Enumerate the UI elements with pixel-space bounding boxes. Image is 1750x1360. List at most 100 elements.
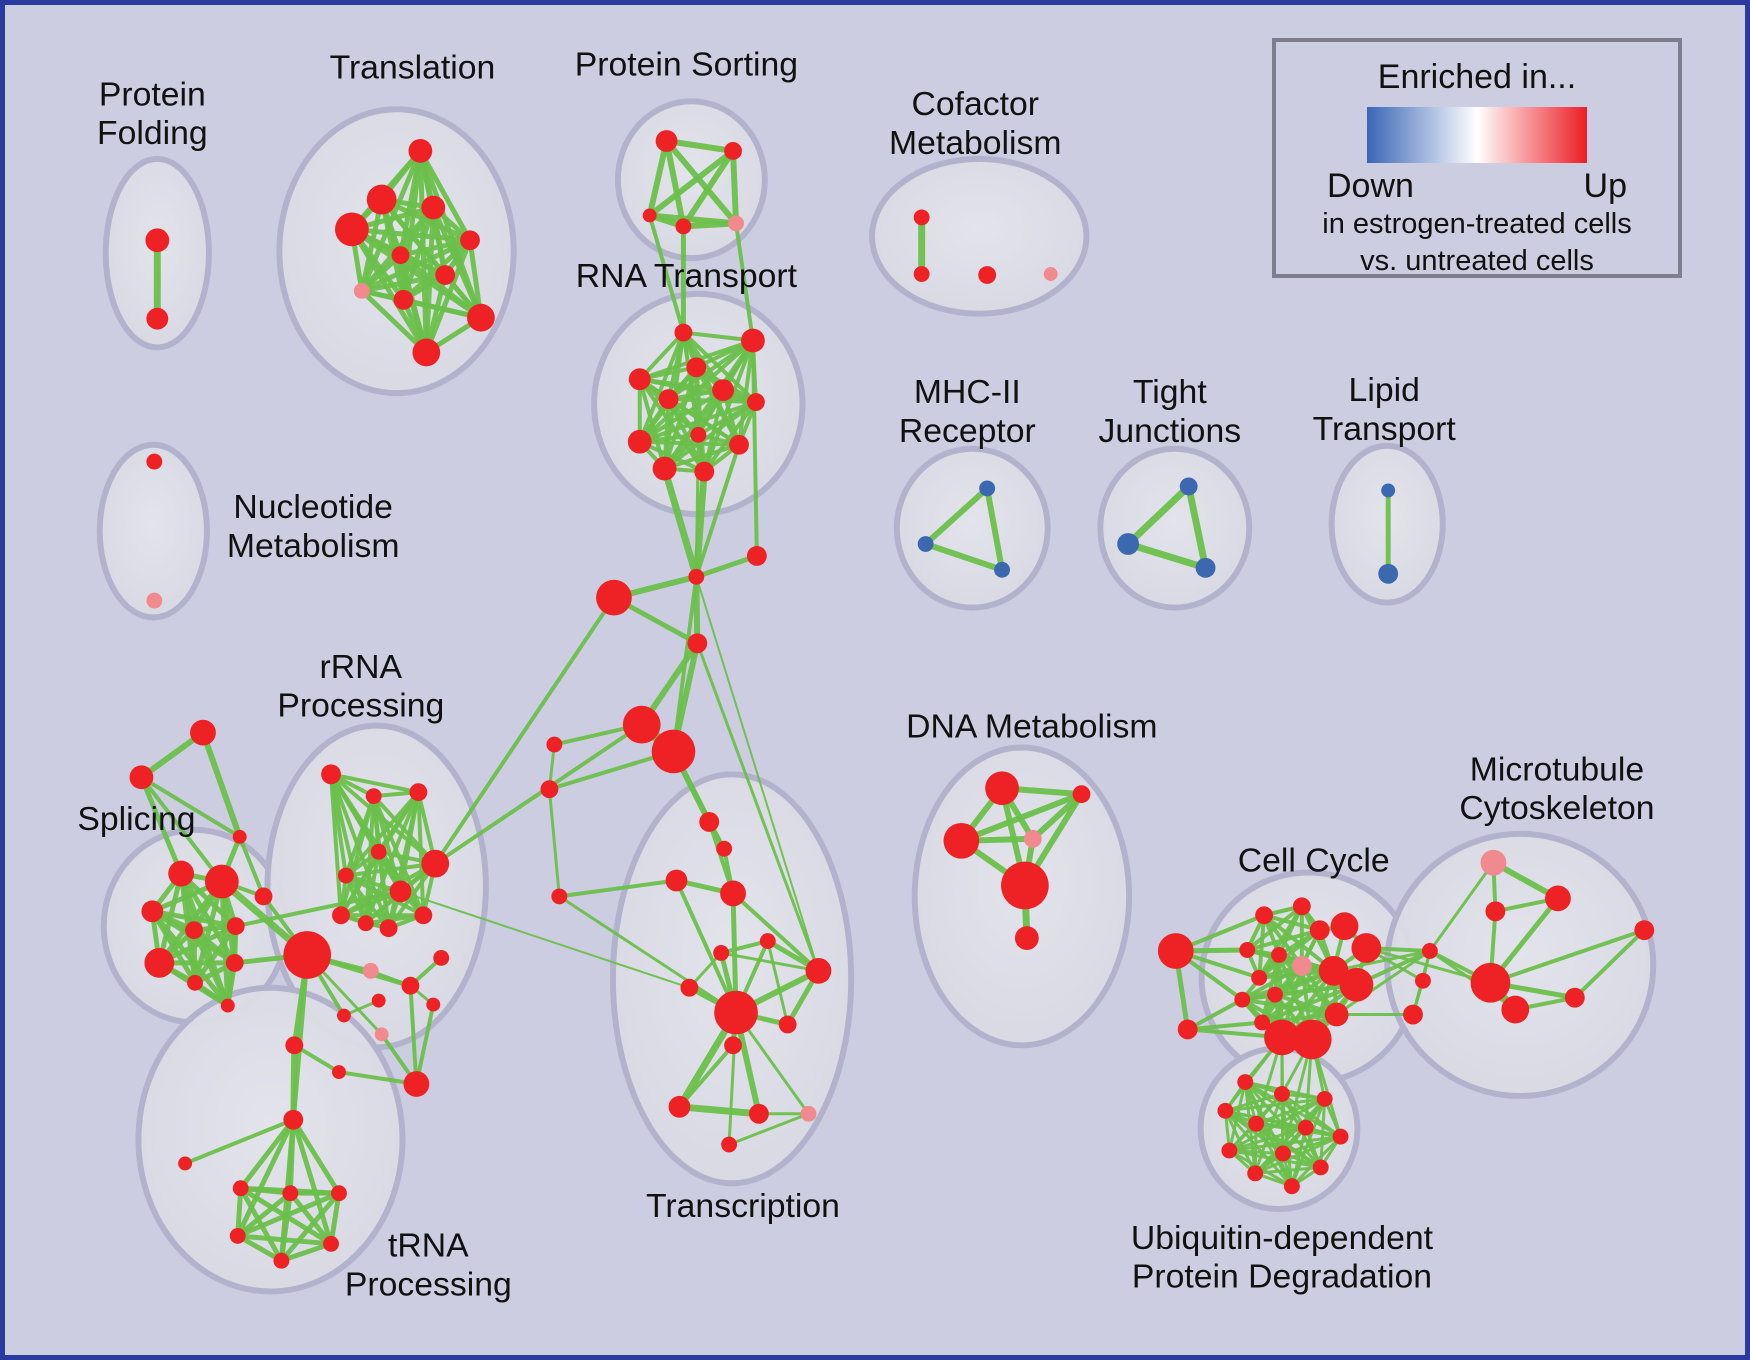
edge bbox=[1290, 1097, 1327, 1188]
edge bbox=[359, 272, 448, 294]
gene-set-node bbox=[1564, 987, 1585, 1008]
gene-set-node bbox=[714, 990, 758, 1035]
edge bbox=[238, 1117, 296, 1191]
edge bbox=[1185, 482, 1210, 572]
edge bbox=[433, 595, 616, 866]
edge bbox=[200, 729, 243, 840]
gene-set-node bbox=[675, 218, 692, 235]
edge bbox=[680, 220, 740, 230]
edge bbox=[680, 147, 737, 230]
edge bbox=[398, 237, 473, 258]
gene-set-node bbox=[716, 840, 733, 857]
edge bbox=[328, 1190, 342, 1247]
cluster-label-splicing: Splicing bbox=[77, 800, 195, 838]
edge bbox=[1253, 1165, 1323, 1175]
cluster-label-lipid-transport: Lipid Transport bbox=[1313, 371, 1457, 448]
gene-set-node bbox=[627, 429, 652, 454]
cluster-label-nucleotide-metabolism: Nucleotide Metabolism bbox=[227, 488, 400, 565]
gene-set-node bbox=[353, 282, 370, 299]
cluster-label-protein-folding: Protein Folding bbox=[97, 75, 208, 152]
gene-set-node bbox=[433, 950, 450, 966]
gene-set-node bbox=[1157, 933, 1194, 969]
gene-set-node bbox=[426, 997, 441, 1012]
gene-set-node bbox=[778, 1015, 797, 1034]
edge bbox=[922, 485, 991, 547]
gene-set-node bbox=[366, 184, 397, 215]
edge bbox=[149, 908, 239, 929]
gene-set-node bbox=[985, 771, 1019, 806]
edge bbox=[235, 1190, 342, 1239]
gene-set-node bbox=[1309, 920, 1330, 941]
gene-set-node bbox=[1221, 1142, 1238, 1159]
gene-set-node bbox=[1117, 533, 1140, 555]
gene-set-node bbox=[435, 265, 456, 285]
gene-set-node bbox=[401, 976, 420, 995]
gene-set-node bbox=[688, 568, 705, 585]
edge bbox=[338, 861, 438, 918]
edge bbox=[674, 878, 739, 1015]
edge bbox=[1240, 963, 1304, 1002]
gene-set-node bbox=[694, 461, 715, 482]
gene-set-node bbox=[283, 931, 332, 979]
gene-set-node bbox=[546, 736, 563, 753]
edge bbox=[661, 465, 700, 581]
edge bbox=[139, 775, 224, 884]
gene-set-node bbox=[913, 266, 930, 282]
cluster-label-translation: Translation bbox=[330, 48, 496, 86]
gene-set-node bbox=[371, 993, 386, 1008]
gene-set-node bbox=[187, 974, 203, 991]
cluster-ellipse-tight-junctions bbox=[1097, 445, 1253, 611]
gene-set-node bbox=[178, 1156, 193, 1171]
cluster-label-cofactor-metabolism: Cofactor Metabolism bbox=[889, 85, 1062, 162]
gene-set-node bbox=[728, 215, 744, 232]
edge bbox=[666, 397, 758, 405]
edge bbox=[1227, 1126, 1308, 1153]
edge bbox=[329, 772, 343, 918]
edge bbox=[671, 574, 699, 754]
gene-set-node bbox=[1072, 785, 1091, 804]
gene-set-node bbox=[1291, 955, 1312, 976]
gene-set-node bbox=[1239, 942, 1256, 958]
gene-set-node bbox=[146, 592, 163, 609]
gene-set-node bbox=[913, 209, 930, 226]
gene-set-node bbox=[146, 307, 169, 330]
gene-set-node bbox=[414, 906, 433, 925]
gene-set-node bbox=[229, 1227, 246, 1244]
edge bbox=[737, 338, 755, 447]
gene-set-node bbox=[1332, 1128, 1349, 1145]
cluster-label-transcription: Transcription bbox=[646, 1187, 840, 1225]
edge bbox=[349, 226, 429, 355]
edge bbox=[359, 288, 429, 355]
edge bbox=[1290, 1126, 1308, 1188]
gene-set-node bbox=[141, 900, 164, 923]
edge bbox=[329, 772, 421, 795]
edge bbox=[1332, 949, 1432, 973]
gene-set-node bbox=[1381, 483, 1396, 498]
edge bbox=[694, 442, 741, 579]
edge bbox=[235, 1233, 284, 1264]
legend-title: Enriched in... bbox=[1377, 58, 1577, 96]
edge bbox=[290, 1042, 298, 1123]
edge bbox=[349, 226, 473, 243]
gene-set-node bbox=[665, 869, 688, 892]
gene-set-node bbox=[168, 860, 195, 887]
gene-set-node bbox=[1634, 920, 1655, 941]
gene-set-node bbox=[421, 849, 450, 878]
gene-set-node bbox=[1339, 967, 1374, 1002]
gene-set-node bbox=[1274, 1085, 1290, 1102]
edge bbox=[417, 148, 473, 243]
legend-subtitle-line2: vs. untreated cells bbox=[1360, 245, 1594, 277]
gene-set-node bbox=[551, 888, 568, 905]
gene-set-node bbox=[1267, 986, 1283, 1003]
gene-set-node bbox=[379, 919, 398, 938]
edge bbox=[408, 983, 419, 1086]
gene-set-node bbox=[1485, 901, 1506, 922]
edge bbox=[1240, 968, 1336, 1002]
edge bbox=[139, 775, 242, 839]
gene-set-node bbox=[1330, 912, 1359, 941]
gene-set-node bbox=[759, 933, 776, 950]
edge bbox=[663, 138, 740, 227]
edge bbox=[433, 722, 644, 866]
edge bbox=[287, 1190, 334, 1247]
edge bbox=[1572, 928, 1647, 1000]
